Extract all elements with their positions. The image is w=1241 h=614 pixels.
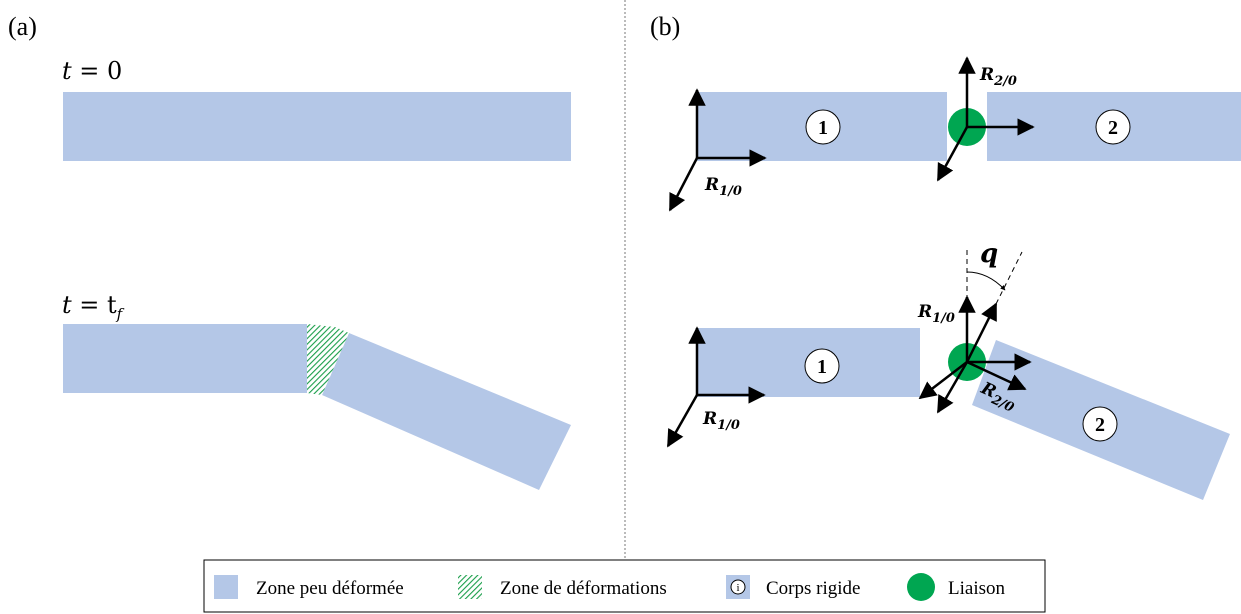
body-1-top-marker [805, 109, 841, 145]
frame-joint-r10 [936, 295, 1032, 414]
body-2-bottom-marker [1082, 406, 1118, 442]
frame-r20-top [936, 56, 1035, 182]
frame-r10-top [668, 88, 767, 212]
frame-r10-bottom [666, 326, 766, 448]
beam-deformed-left [63, 324, 307, 393]
frame-r10-bottom-label: R1/0 [702, 409, 740, 433]
frame-r20-top-label: R2/0 [979, 65, 1017, 89]
body-2-bottom-number: 2 [1095, 414, 1105, 436]
time-label-tf: t = tf [62, 291, 125, 323]
body-2-top-number: 2 [1108, 117, 1118, 139]
body-1-top-number: 1 [818, 117, 828, 139]
frame-joint-r20 [918, 302, 1027, 400]
panel-b-label: (b) [650, 12, 680, 41]
legend-swatch-liaison [907, 573, 935, 601]
deformation-zone [307, 324, 349, 395]
legend-corps-symbol: i [736, 582, 739, 594]
body-1-bottom-marker [804, 348, 840, 384]
time-label-t0: t = 0 [62, 57, 122, 85]
angle-label: q [980, 239, 998, 269]
beam-undeformed [63, 92, 571, 161]
legend-label-liaison: Liaison [948, 578, 1005, 599]
angle-guides [966, 247, 1023, 313]
legend-corps-marker [730, 579, 746, 595]
legend-box [203, 559, 1046, 613]
body-1-bottom-number: 1 [817, 356, 827, 378]
legend-label-zone-def: Zone de déformations [500, 578, 667, 599]
beam-deformed-right [322, 333, 571, 490]
legend-label-zone-peu: Zone peu déformée [256, 578, 404, 599]
legend-label-corps: Corps rigide [766, 578, 860, 599]
frame-joint-r10-label: R1/0 [917, 302, 955, 326]
panel-a-label: (a) [8, 12, 37, 41]
body-2-top-marker [1095, 109, 1131, 145]
legend-swatch-zone-def [458, 575, 482, 599]
legend-swatch-zone-peu [214, 575, 238, 599]
frame-r10-top-label: R1/0 [704, 175, 742, 199]
